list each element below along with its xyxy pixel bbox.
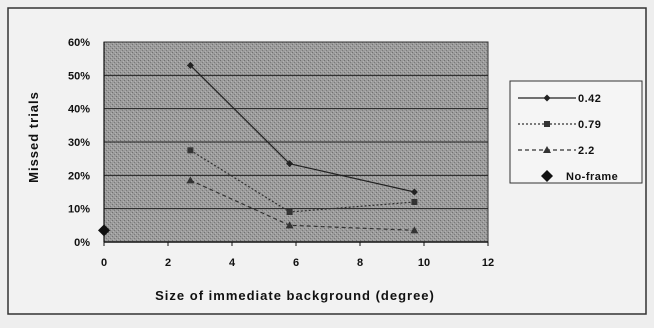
y-tick-label: 10%	[68, 204, 90, 216]
gridlines	[104, 74, 488, 210]
data-point	[186, 176, 195, 184]
data-point	[285, 221, 294, 229]
x-tick-label: 0	[101, 257, 107, 269]
y-tick-label: 0%	[74, 237, 90, 249]
x-tick-label: 12	[482, 257, 494, 269]
series-3	[98, 224, 110, 237]
legend-box	[509, 80, 643, 184]
series-1	[187, 147, 418, 215]
y-tick-label: 60%	[68, 37, 90, 49]
legend-entry: 2.2	[518, 145, 595, 157]
legend-label: 0.42	[578, 93, 601, 105]
legend-entry: 0.79	[518, 119, 601, 131]
legend-marker	[541, 170, 553, 182]
data-point	[98, 224, 110, 237]
legend-entry: No-frame	[541, 170, 618, 183]
x-tick-label: 8	[357, 257, 363, 269]
legend-label: No-frame	[566, 171, 618, 183]
y-tick-label: 30%	[68, 137, 90, 149]
data-point	[286, 209, 293, 215]
x-tick-label: 10	[418, 257, 430, 269]
legend-label: 0.79	[578, 119, 601, 131]
axes: 0% 10% 20% 30% 40% 50% 60% 0 2 4 6 8 10 12	[68, 37, 494, 269]
legend-marker	[544, 121, 550, 127]
series-0	[186, 61, 418, 196]
legend-marker	[543, 146, 551, 153]
data-point	[186, 61, 194, 69]
y-axis-title: Missed trials	[26, 91, 41, 183]
data-point	[410, 188, 418, 196]
y-tick-label: 40%	[68, 104, 90, 116]
legend: 0.42 0.79 2.2 No-frame	[518, 93, 618, 183]
legend-label: 2.2	[578, 145, 595, 157]
x-tick-label: 4	[229, 257, 236, 269]
x-tick-label: 2	[165, 257, 171, 269]
legend-entry: 0.42	[518, 93, 601, 105]
data-point	[411, 199, 418, 205]
y-tick-label: 50%	[68, 70, 90, 82]
data-point	[410, 226, 419, 234]
data-point	[286, 160, 294, 168]
x-tick-label: 6	[293, 257, 299, 269]
series-2	[186, 176, 419, 234]
legend-marker	[543, 94, 551, 102]
x-axis-title: Size of immediate background (degree)	[155, 288, 435, 303]
series	[98, 61, 419, 237]
y-tick-label: 20%	[68, 170, 90, 182]
data-point	[187, 147, 194, 154]
